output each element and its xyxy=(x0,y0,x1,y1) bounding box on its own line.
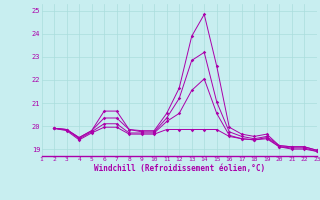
X-axis label: Windchill (Refroidissement éolien,°C): Windchill (Refroidissement éolien,°C) xyxy=(94,164,265,173)
